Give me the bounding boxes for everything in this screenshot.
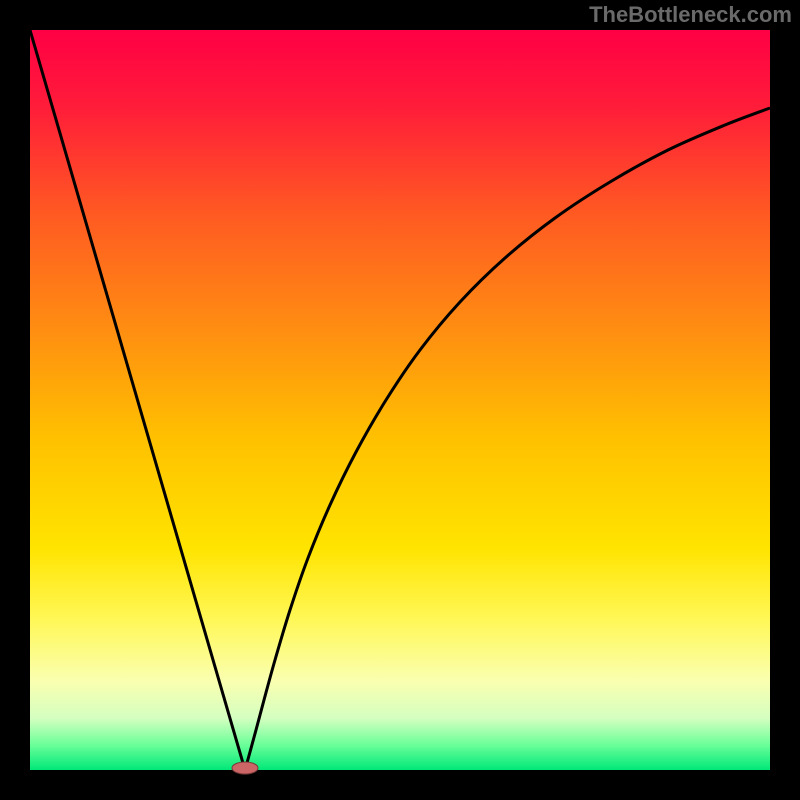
chart-container: TheBottleneck.com	[0, 0, 800, 800]
vertex-marker	[232, 762, 258, 774]
watermark-text: TheBottleneck.com	[589, 2, 792, 28]
plot-area	[30, 30, 770, 770]
bottleneck-chart	[0, 0, 800, 800]
